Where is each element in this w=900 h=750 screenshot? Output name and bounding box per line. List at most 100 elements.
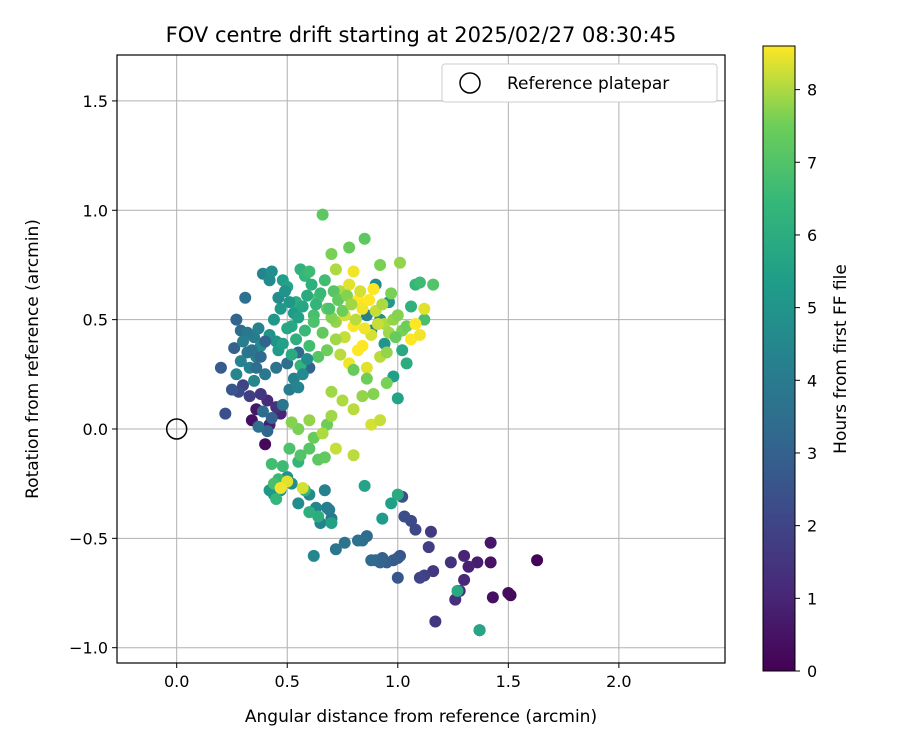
data-point xyxy=(318,484,331,497)
data-point xyxy=(329,333,342,346)
data-point xyxy=(259,368,272,381)
data-point xyxy=(376,298,389,311)
data-point xyxy=(502,587,515,600)
data-point xyxy=(243,390,256,403)
chart-title: FOV centre drift starting at 2025/02/27 … xyxy=(166,23,677,47)
data-point xyxy=(380,346,393,359)
colorbar-tick-label: 6 xyxy=(807,226,817,245)
data-points xyxy=(214,208,544,637)
data-point xyxy=(367,283,380,296)
data-point xyxy=(270,492,283,505)
data-point xyxy=(396,344,409,357)
reference-marker-layer xyxy=(165,418,188,440)
data-point xyxy=(367,387,380,400)
data-point xyxy=(285,416,298,429)
data-point xyxy=(265,412,278,425)
data-point xyxy=(444,556,457,569)
data-point xyxy=(307,549,320,562)
data-point xyxy=(276,398,289,411)
colorbar: 0 1 2 3 4 5 6 7 8 Hours from first FF file xyxy=(762,45,851,681)
data-point xyxy=(254,350,267,363)
data-point xyxy=(225,383,238,396)
colorbar-label: Hours from first FF file xyxy=(831,264,851,454)
data-point xyxy=(354,285,367,298)
data-point xyxy=(462,560,475,573)
data-point xyxy=(365,418,378,431)
data-point xyxy=(360,361,373,374)
data-point xyxy=(292,381,305,394)
data-point xyxy=(365,554,378,567)
x-tick-label: 1.0 xyxy=(385,672,410,691)
data-point xyxy=(405,300,418,313)
data-point xyxy=(265,457,278,470)
data-point xyxy=(321,344,334,357)
data-point xyxy=(405,333,418,346)
data-point xyxy=(325,409,338,422)
data-point xyxy=(285,348,298,361)
data-point xyxy=(318,451,331,464)
data-point xyxy=(274,302,287,315)
data-point xyxy=(427,278,440,291)
x-tick-label: 2.0 xyxy=(606,672,631,691)
data-point xyxy=(429,615,442,628)
data-point xyxy=(351,534,364,547)
data-point xyxy=(283,442,296,455)
data-point xyxy=(303,442,316,455)
data-point xyxy=(471,556,484,569)
data-point xyxy=(316,427,329,440)
data-point xyxy=(312,510,325,523)
data-point xyxy=(292,497,305,510)
data-point xyxy=(376,512,389,525)
data-point xyxy=(332,293,345,306)
y-tick-label: 1.0 xyxy=(83,201,108,220)
data-point xyxy=(484,556,497,569)
data-point xyxy=(303,506,316,519)
legend-box xyxy=(441,63,718,103)
data-point xyxy=(294,449,307,462)
data-point xyxy=(270,361,283,374)
legend-reference-marker xyxy=(459,72,481,94)
data-point xyxy=(276,460,289,473)
colorbar-ticks: 0 1 2 3 4 5 6 7 8 xyxy=(795,81,817,681)
data-point xyxy=(486,591,499,604)
data-point xyxy=(334,348,347,361)
colorbar-tick-label: 7 xyxy=(807,153,817,172)
colorbar-tick-label: 1 xyxy=(807,589,817,608)
data-point xyxy=(316,326,329,339)
data-point xyxy=(338,536,351,549)
data-point xyxy=(422,541,435,554)
data-point xyxy=(391,392,404,405)
data-point xyxy=(325,385,338,398)
data-point xyxy=(276,337,289,350)
data-point xyxy=(307,315,320,328)
data-point xyxy=(343,241,356,254)
y-tick-label: 0.5 xyxy=(83,311,108,330)
data-point xyxy=(307,431,320,444)
colorbar-tick-label: 0 xyxy=(807,662,817,681)
data-point xyxy=(374,414,387,427)
data-point xyxy=(356,302,369,315)
y-axis-label: Rotation from reference (arcmin) xyxy=(23,219,43,499)
data-point xyxy=(389,331,402,344)
data-point xyxy=(301,289,314,302)
data-point xyxy=(250,361,263,374)
data-point xyxy=(281,322,294,335)
data-point xyxy=(261,425,274,438)
data-point xyxy=(230,313,243,326)
data-point xyxy=(385,287,398,300)
data-point xyxy=(259,438,272,451)
data-point xyxy=(409,318,422,331)
data-point xyxy=(351,344,364,357)
data-point xyxy=(325,248,338,261)
data-point xyxy=(219,407,232,420)
x-tick-label: 1.5 xyxy=(496,672,521,691)
data-point xyxy=(347,403,360,416)
data-point xyxy=(347,449,360,462)
data-point xyxy=(323,302,336,315)
colorbar-gradient xyxy=(762,45,796,672)
data-point xyxy=(393,256,406,269)
data-point xyxy=(473,624,486,637)
data-point xyxy=(309,298,322,311)
data-point xyxy=(400,357,413,370)
